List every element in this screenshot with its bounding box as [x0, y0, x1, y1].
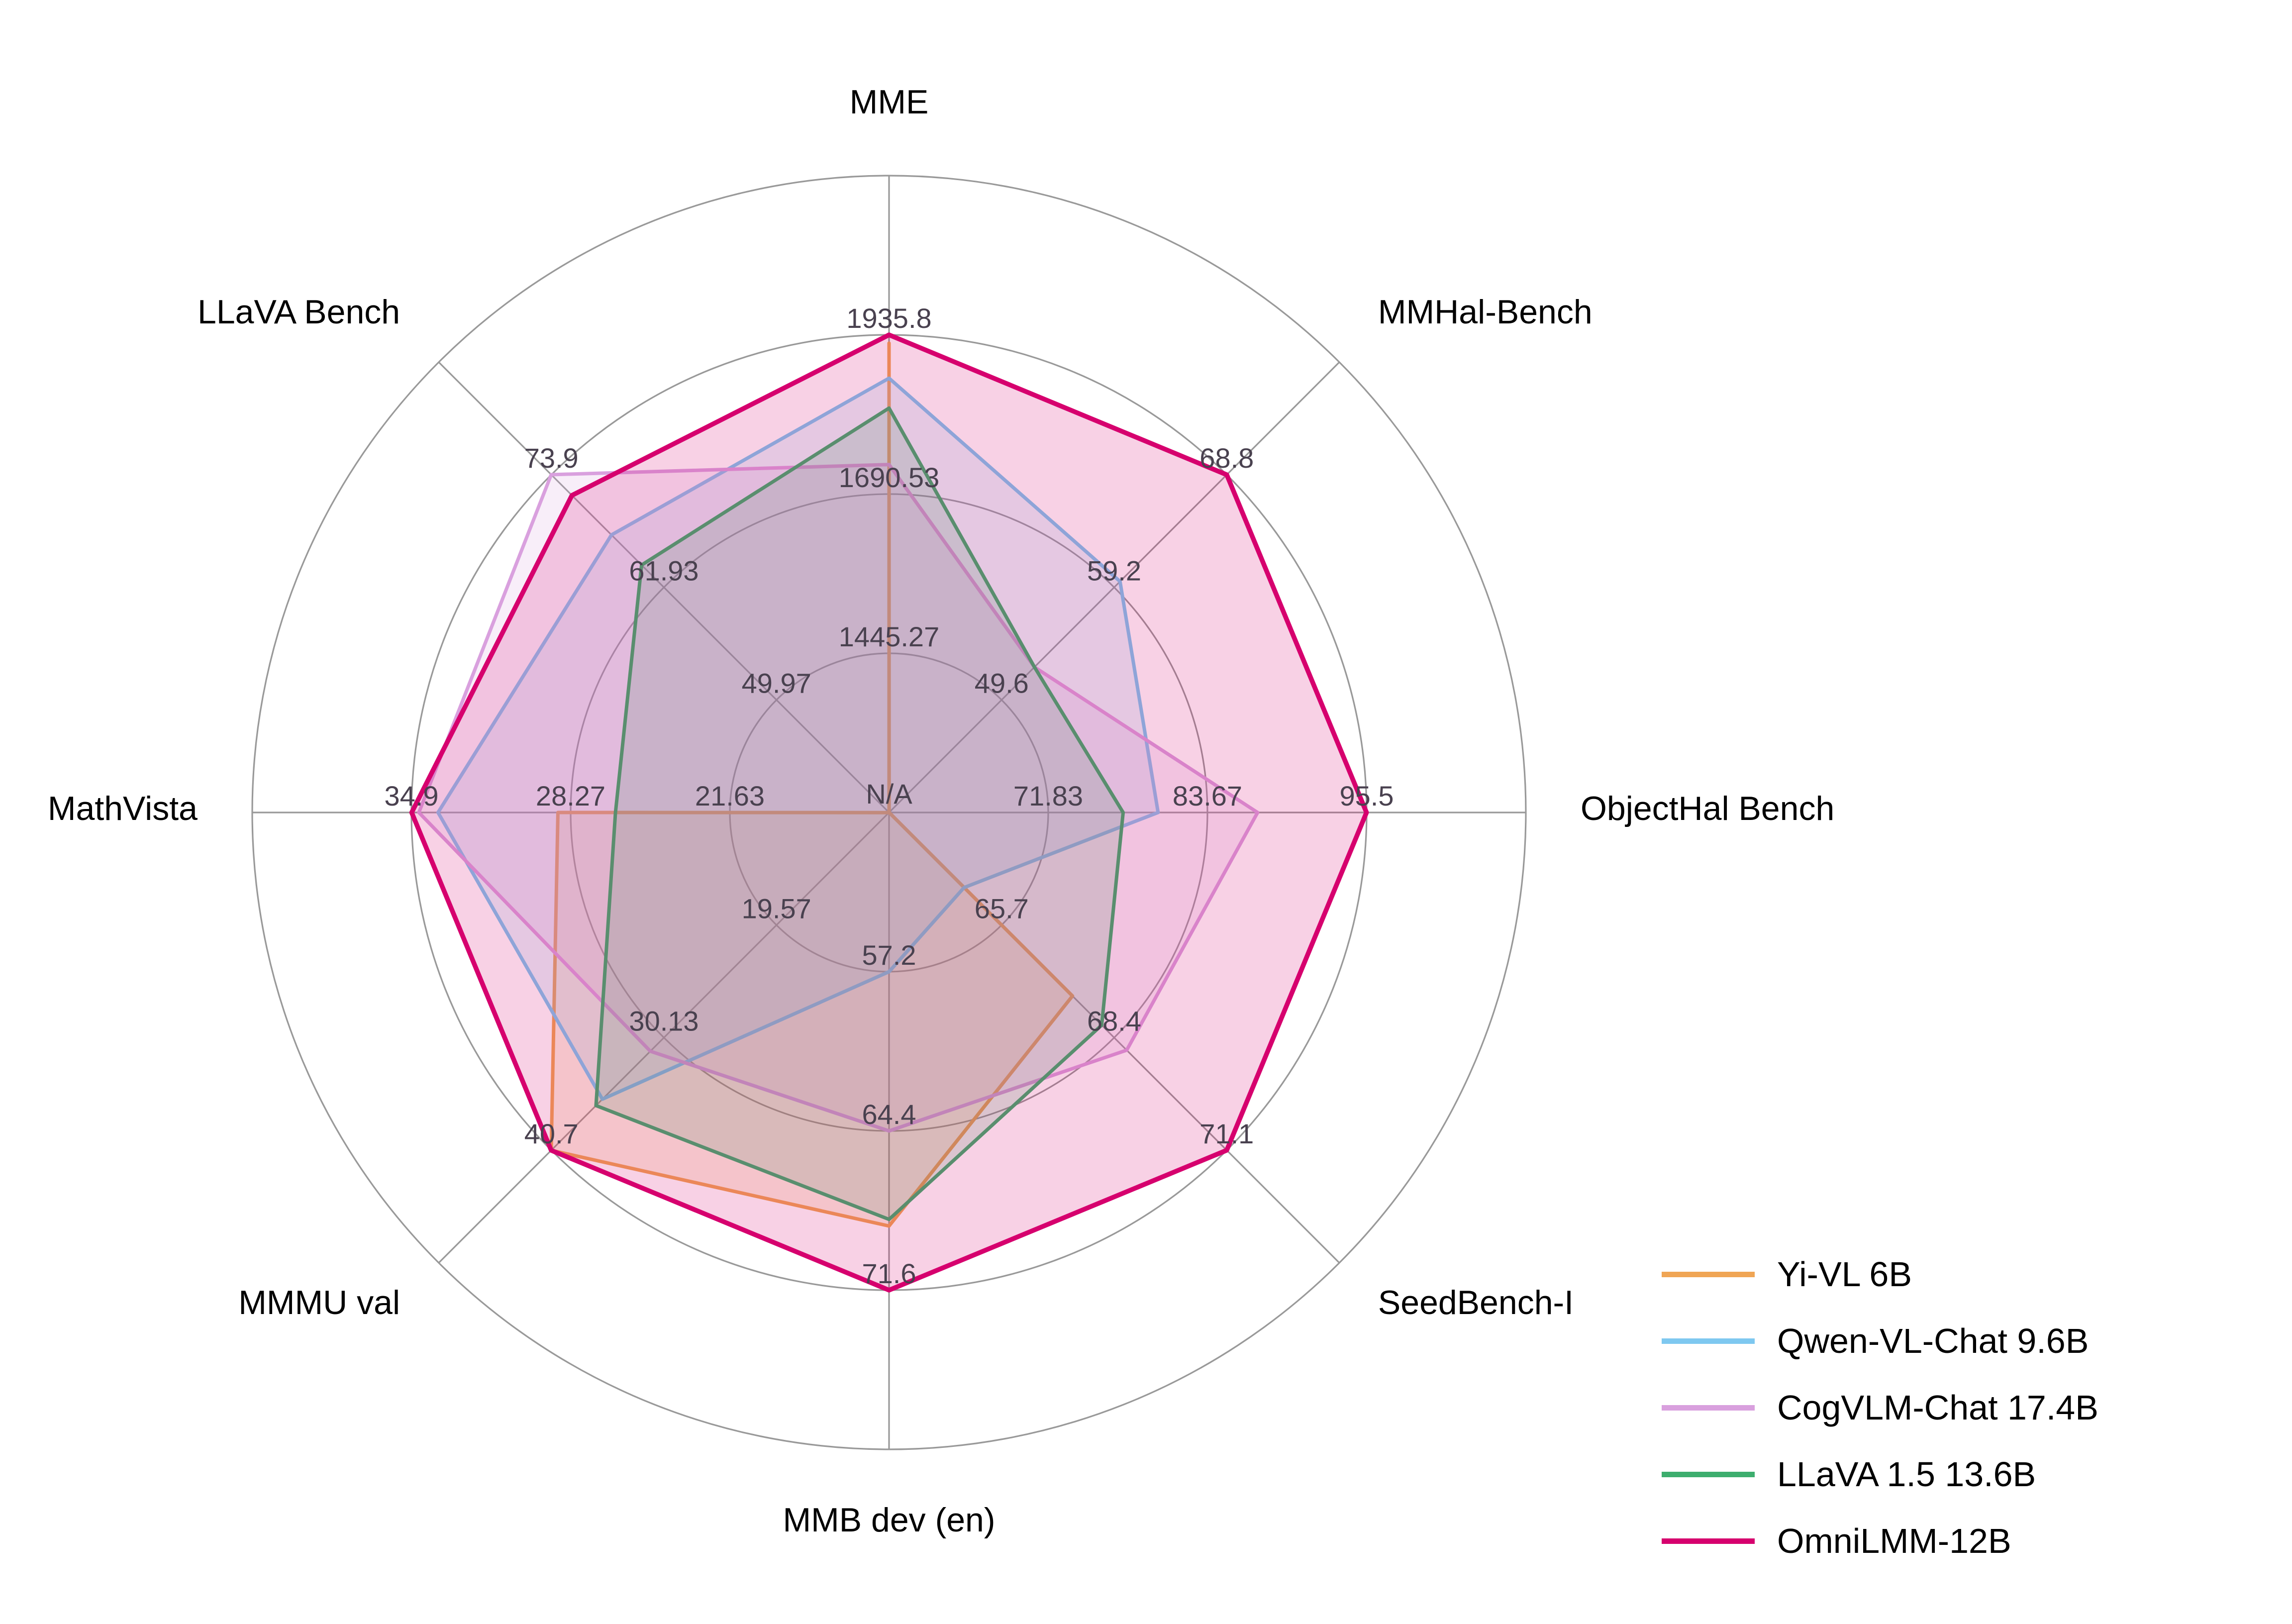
svg-text:1935.8: 1935.8	[846, 303, 931, 334]
svg-text:68.8: 68.8	[1199, 442, 1254, 474]
svg-text:SeedBench-I: SeedBench-I	[1378, 1284, 1574, 1321]
svg-text:49.6: 49.6	[975, 668, 1029, 699]
svg-text:28.27: 28.27	[536, 780, 605, 812]
svg-text:19.57: 19.57	[742, 893, 811, 924]
svg-text:40.7: 40.7	[524, 1118, 579, 1149]
svg-text:71.1: 71.1	[1199, 1118, 1254, 1149]
svg-text:1445.27: 1445.27	[839, 621, 939, 652]
svg-text:1690.53: 1690.53	[839, 462, 939, 493]
svg-text:30.13: 30.13	[629, 1006, 698, 1037]
svg-text:21.63: 21.63	[695, 780, 765, 812]
svg-text:ObjectHal Bench: ObjectHal Bench	[1581, 790, 1834, 827]
svg-text:71.83: 71.83	[1013, 780, 1083, 812]
svg-text:MMB dev (en): MMB dev (en)	[783, 1501, 996, 1539]
svg-text:64.4: 64.4	[862, 1099, 916, 1130]
svg-text:61.93: 61.93	[629, 555, 698, 587]
svg-text:49.97: 49.97	[742, 668, 811, 699]
svg-text:MMMU val: MMMU val	[238, 1284, 400, 1321]
svg-text:MathVista: MathVista	[48, 790, 198, 827]
svg-text:MME: MME	[850, 83, 929, 121]
svg-text:N/A: N/A	[866, 778, 912, 810]
svg-text:57.2: 57.2	[862, 939, 916, 971]
svg-text:34.9: 34.9	[385, 780, 439, 812]
svg-text:95.5: 95.5	[1340, 780, 1394, 812]
svg-text:LLaVA Bench: LLaVA Bench	[198, 293, 400, 331]
svg-text:65.7: 65.7	[975, 893, 1029, 924]
svg-text:59.2: 59.2	[1087, 555, 1141, 587]
svg-text:83.67: 83.67	[1173, 780, 1242, 812]
svg-text:71.6: 71.6	[862, 1258, 916, 1289]
svg-text:68.4: 68.4	[1087, 1006, 1141, 1037]
svg-text:MMHal-Bench: MMHal-Bench	[1378, 293, 1593, 331]
svg-text:73.9: 73.9	[524, 442, 579, 474]
